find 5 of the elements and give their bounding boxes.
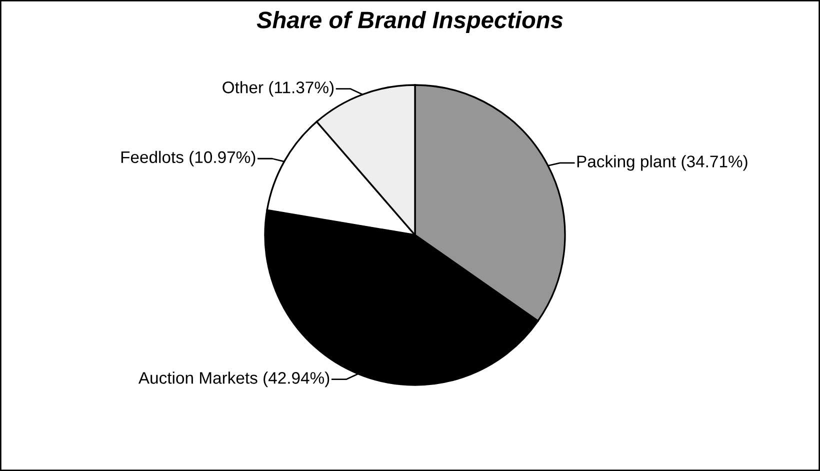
slice-label: Packing plant (34.71%) [577, 155, 748, 171]
slice-label: Feedlots (10.97%) [121, 150, 256, 166]
slice-label: Auction Markets (42.94%) [138, 372, 330, 388]
slice-label: Other (11.37%) [222, 81, 334, 97]
chart-title: Share of Brand Inspections [256, 10, 563, 34]
